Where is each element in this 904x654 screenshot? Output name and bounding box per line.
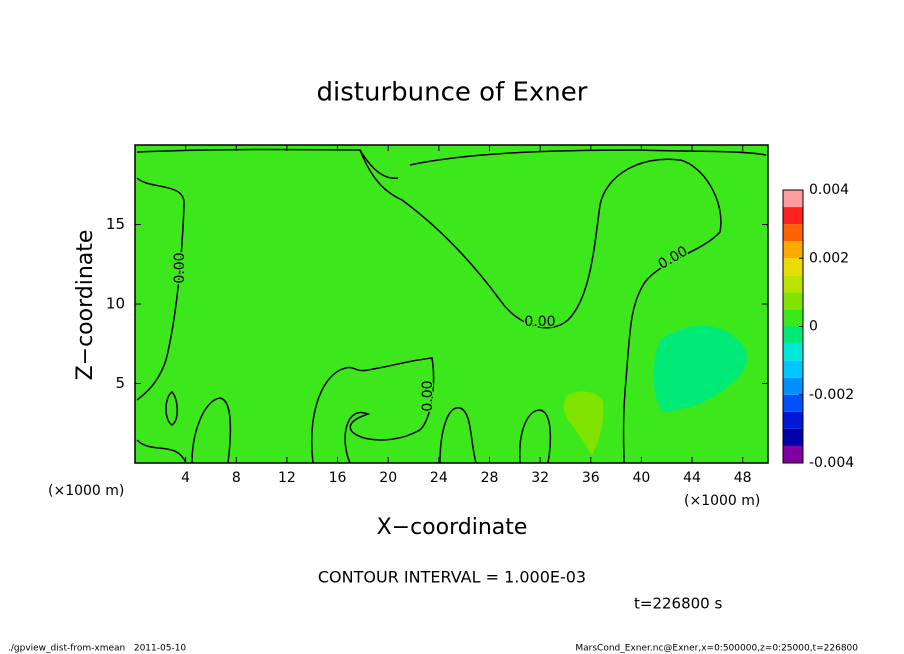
- x-tick-label: 28: [481, 470, 499, 486]
- colorbar-band: [783, 292, 803, 310]
- contour-line: [165, 391, 178, 426]
- contour-line: [359, 149, 722, 464]
- chart-title: disturbunce of Exner: [317, 78, 588, 108]
- colorbar-band: [783, 258, 803, 276]
- x-tick-label: 16: [329, 470, 347, 486]
- contour-line: [136, 148, 399, 179]
- contour-interval: CONTOUR INTERVAL = 1.000E-03: [318, 568, 586, 587]
- colorbar-band: [783, 428, 803, 446]
- colorbar-band: [783, 309, 803, 327]
- x-tick-label: 12: [278, 470, 296, 486]
- y-unit: (×1000 m): [48, 483, 124, 499]
- contour-line: [310, 357, 435, 464]
- x-tick-label: 24: [430, 470, 448, 486]
- x-unit: (×1000 m): [684, 493, 760, 509]
- colorbar-band: [783, 224, 803, 242]
- x-tick-label: 40: [632, 470, 650, 486]
- contour-line: [409, 149, 767, 166]
- colorbar-tick-label: -0.004: [809, 455, 854, 471]
- contour-line: [136, 439, 187, 464]
- x-axis-label: X−coordinate: [377, 515, 528, 540]
- field-negative: [653, 325, 747, 412]
- contour-label: 0.00: [172, 252, 188, 283]
- colorbar-band: [783, 360, 803, 378]
- x-tick-label: 36: [582, 470, 600, 486]
- y-tick-label: 10: [106, 295, 125, 313]
- x-tick-label: 8: [232, 470, 241, 486]
- colorbar-band: [783, 275, 803, 293]
- contour-line: [519, 409, 552, 464]
- x-tick-label: 4: [181, 470, 190, 486]
- contour-line: [439, 407, 477, 464]
- x-tick-label: 20: [379, 470, 397, 486]
- colorbar-tick-label: 0: [809, 319, 818, 335]
- contour-label: 0.00: [420, 380, 436, 411]
- contour-line: [136, 177, 185, 401]
- y-tick-label: 15: [106, 215, 125, 233]
- colorbar-tick-label: -0.002: [809, 387, 854, 403]
- time-label: t=226800 s: [634, 595, 722, 613]
- colorbar-band: [783, 326, 803, 344]
- y-tick-label: 5: [115, 374, 125, 392]
- field-positive: [563, 391, 604, 455]
- colorbar-band: [783, 411, 803, 429]
- colorbar-band: [783, 343, 803, 361]
- colorbar-band: [783, 207, 803, 225]
- colorbar-tick-label: 0.002: [809, 250, 849, 266]
- colorbar-band: [783, 445, 803, 463]
- x-tick-label: 32: [531, 470, 549, 486]
- colorbar-band: [783, 190, 803, 208]
- contour-line: [191, 397, 232, 464]
- x-tick-label: 44: [683, 470, 701, 486]
- y-axis-label: Z−coordinate: [73, 230, 98, 381]
- footer-right: MarsCond_Exner.nc@Exner,x=0:500000,z=0:2…: [575, 644, 858, 654]
- colorbar-band: [783, 394, 803, 412]
- contour-label: 0.00: [524, 314, 555, 330]
- colorbar-band: [783, 377, 803, 395]
- colorbar-band: [783, 241, 803, 259]
- colorbar-tick-label: 0.004: [809, 182, 849, 198]
- x-tick-label: 48: [734, 470, 752, 486]
- footer-left: ./gpview_dist-from-xmean 2011-05-10: [8, 644, 186, 654]
